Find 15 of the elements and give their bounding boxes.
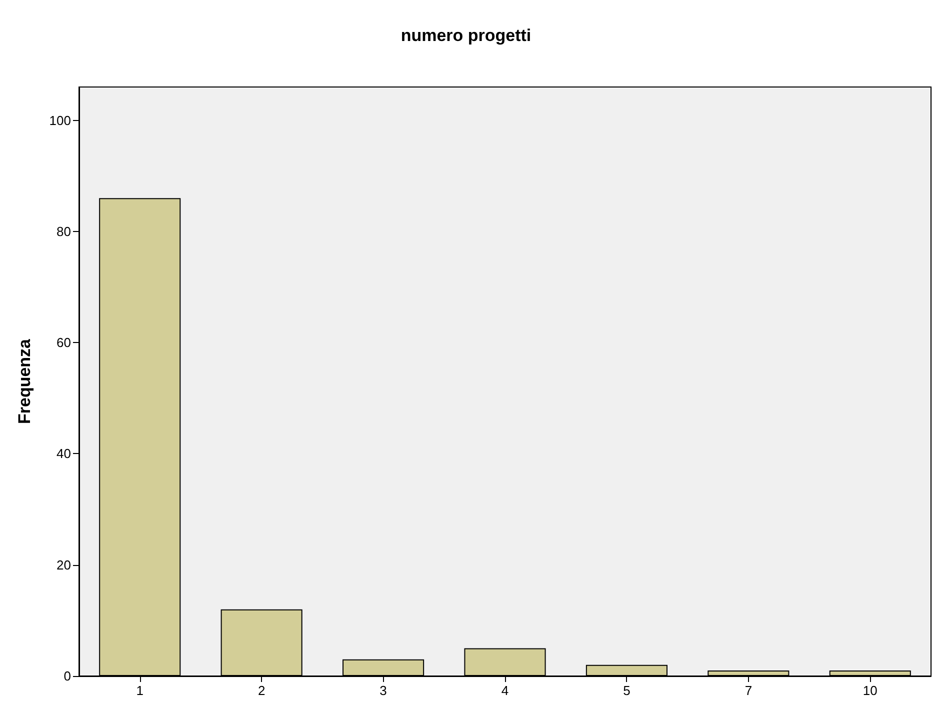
y-tick-label: 80 <box>56 224 71 239</box>
x-tick-label: 7 <box>744 683 752 698</box>
y-tick-label: 100 <box>49 112 71 128</box>
x-tick-label: 3 <box>380 683 387 698</box>
x-tick-label: 10 <box>862 683 878 698</box>
x-tick-label: 4 <box>501 683 509 698</box>
y-tick-label: 20 <box>56 557 71 572</box>
x-tick-label: 1 <box>136 683 144 698</box>
y-tick-label: 60 <box>56 335 71 350</box>
x-tick-label: 5 <box>623 683 630 698</box>
x-tick-label: 2 <box>258 683 266 698</box>
y-tick-label: 40 <box>56 446 71 462</box>
chart-title: numero progetti <box>400 26 532 45</box>
y-axis-title: Frequenza <box>15 338 34 424</box>
y-tick-label: 0 <box>64 668 71 684</box>
